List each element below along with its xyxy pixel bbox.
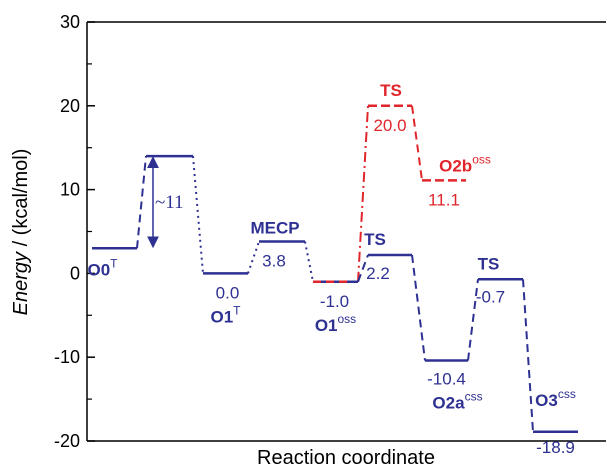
state-label-o2b: O2boss [439, 152, 491, 175]
barrier-annotation: ~11 [147, 156, 184, 249]
value-label-o2a: -10.4 [427, 370, 466, 389]
y-tick-label: 30 [60, 12, 80, 32]
value-label-ts3: -0.7 [476, 287, 505, 306]
state-label-ts2: TS [364, 230, 386, 249]
connector-ts3-o3 [522, 279, 534, 432]
y-tick-label: 0 [70, 263, 80, 283]
state-label-o1t: O1T [210, 303, 241, 326]
y-tick-label: 20 [60, 96, 80, 116]
connector-o2a-ts3 [467, 279, 479, 361]
y-axis-title-unit: / (kcal/mol) [10, 149, 32, 252]
value-label-o2b: 11.1 [428, 190, 460, 209]
value-label-o3: -18.9 [536, 438, 575, 457]
connector-o1oss-ts2 [357, 254, 369, 283]
connector-o0-ts1 [136, 155, 147, 249]
state-label-o1oss: O1oss [315, 312, 356, 335]
y-axis-title: Energy / (kcal/mol) [10, 149, 32, 316]
state-label-o3: O3css [535, 387, 576, 410]
x-axis-title: Reaction coordinate [257, 447, 435, 468]
barrier-label: ~11 [155, 192, 184, 213]
connector-mecp-o1oss [304, 241, 314, 282]
state-label-mecp: MECP [250, 219, 299, 238]
value-label-o1t: 0.0 [216, 283, 240, 302]
y-ticks: 30 20 10 0 -10 -20 [54, 12, 95, 451]
connector-o1oss-ts_red [357, 105, 369, 282]
connector-lines [136, 105, 534, 432]
state-label-o2a: O2acss [432, 390, 482, 413]
value-label-mecp: 3.8 [262, 252, 286, 271]
value-label-ts2: 2.2 [366, 264, 390, 283]
value-label-o1oss: -1.0 [320, 292, 349, 311]
y-tick-label: -20 [54, 431, 80, 451]
connector-ts1-o1t [192, 155, 204, 274]
connector-o1t-mecp [247, 241, 260, 274]
energy-levels [92, 104, 578, 434]
connector-ts_red-o2b [411, 105, 423, 181]
y-tick-label: -10 [54, 347, 80, 367]
y-axis-title-main: Energy [10, 251, 32, 315]
state-label-o0: O0T [87, 256, 118, 279]
value-label-ts_red: 20.0 [373, 116, 406, 135]
state-label-ts3: TS [478, 254, 500, 273]
state-label-ts_red: TS [380, 81, 402, 100]
connector-ts2-o2a [411, 254, 426, 361]
y-tick-label: 10 [60, 180, 80, 200]
